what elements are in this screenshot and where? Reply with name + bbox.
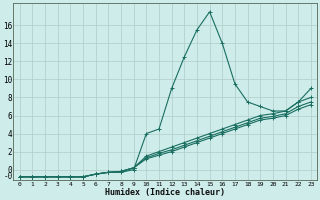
X-axis label: Humidex (Indice chaleur): Humidex (Indice chaleur) [105, 188, 225, 197]
Text: -0: -0 [4, 172, 13, 181]
